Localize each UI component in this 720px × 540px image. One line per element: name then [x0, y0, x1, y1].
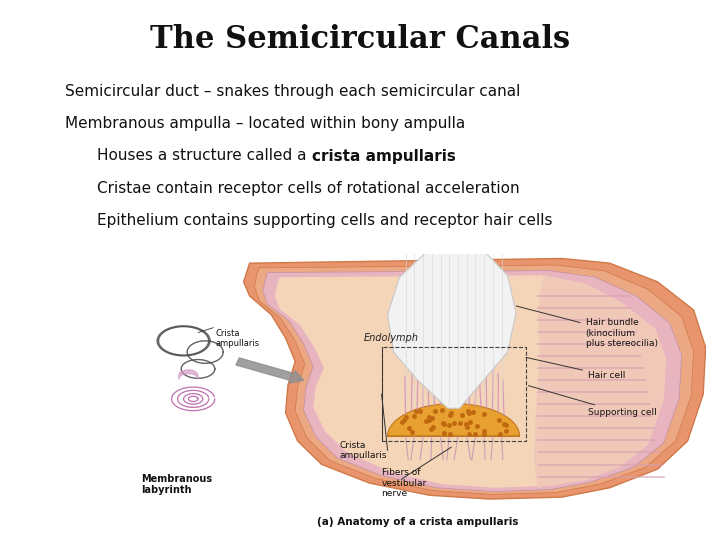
Polygon shape — [254, 265, 693, 494]
Polygon shape — [263, 271, 682, 491]
Polygon shape — [243, 259, 706, 499]
Text: Epithelium contains supporting cells and receptor hair cells: Epithelium contains supporting cells and… — [97, 213, 553, 228]
Text: Membranous ampulla – located within bony ampulla: Membranous ampulla – located within bony… — [65, 116, 465, 131]
Text: Endolymph: Endolymph — [364, 333, 418, 343]
Text: The Semicircular Canals: The Semicircular Canals — [150, 24, 570, 55]
Polygon shape — [387, 235, 516, 408]
Text: Hair bundle
(kinocilium
plus stereocilia): Hair bundle (kinocilium plus stereocilia… — [516, 306, 657, 348]
Text: Cristae contain receptor cells of rotational acceleration: Cristae contain receptor cells of rotati… — [97, 181, 520, 196]
Text: Houses a structure called a: Houses a structure called a — [97, 148, 312, 164]
Text: Cupula: Cupula — [0, 539, 1, 540]
Text: Membranous
labyrinth: Membranous labyrinth — [142, 474, 212, 495]
Text: crista ampullaris: crista ampullaris — [312, 148, 456, 164]
Polygon shape — [534, 275, 666, 488]
Polygon shape — [275, 275, 666, 488]
Text: Fibers of
vestibular
nerve: Fibers of vestibular nerve — [382, 468, 427, 498]
Text: Crista
ampullaris: Crista ampullaris — [216, 329, 260, 348]
Text: Hair cell: Hair cell — [526, 357, 626, 380]
Bar — [382, 347, 526, 441]
Polygon shape — [179, 370, 198, 379]
Text: Semicircular duct – snakes through each semicircular canal: Semicircular duct – snakes through each … — [65, 84, 520, 99]
Polygon shape — [387, 403, 520, 436]
Text: Supporting cell: Supporting cell — [528, 386, 657, 417]
Text: (a) Anatomy of a crista ampullaris: (a) Anatomy of a crista ampullaris — [317, 517, 518, 527]
FancyArrow shape — [236, 358, 304, 383]
Text: Crista
ampullaris: Crista ampullaris — [340, 441, 387, 460]
